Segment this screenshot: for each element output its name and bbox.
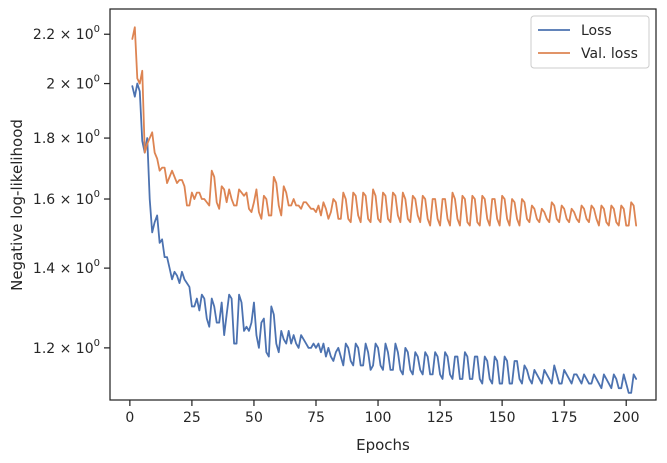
legend-label-val-loss: Val. loss (581, 46, 638, 62)
y-axis-label: Negative log-likelihood (8, 119, 26, 291)
x-tick-label: 150 (489, 410, 516, 426)
y-tick-label: 1.2 × 100 (33, 338, 100, 357)
y-tick-label: 2 × 100 (46, 74, 100, 93)
x-tick-label: 25 (183, 410, 201, 426)
x-tick-label: 50 (245, 410, 263, 426)
y-tick-label: 1.8 × 100 (33, 128, 100, 147)
x-axis: 0 25 50 75 100 125 150 175 200 (125, 400, 640, 426)
series-layer (131, 26, 638, 394)
x-tick-label: 200 (613, 410, 640, 426)
y-tick-label: 1.6 × 100 (33, 189, 100, 208)
x-tick-label: 100 (365, 410, 392, 426)
y-tick-label: 1.4 × 100 (33, 258, 100, 277)
legend-label-loss: Loss (581, 23, 612, 39)
x-axis-label: Epochs (356, 436, 410, 454)
y-tick-label: 2.2 × 100 (33, 24, 100, 43)
plot-frame (109, 8, 657, 401)
series-line-loss (131, 82, 638, 394)
legend: Loss Val. loss (530, 15, 650, 69)
x-tick-label: 0 (125, 410, 134, 426)
legend-box (530, 15, 650, 69)
y-axis: 1.2 × 100 1.4 × 100 1.6 × 100 1.8 × 100 2 × … (33, 24, 110, 357)
x-tick-label: 175 (551, 410, 578, 426)
x-tick-label: 125 (427, 410, 454, 426)
series-line-val-loss (131, 26, 638, 227)
x-tick-label: 75 (307, 410, 325, 426)
